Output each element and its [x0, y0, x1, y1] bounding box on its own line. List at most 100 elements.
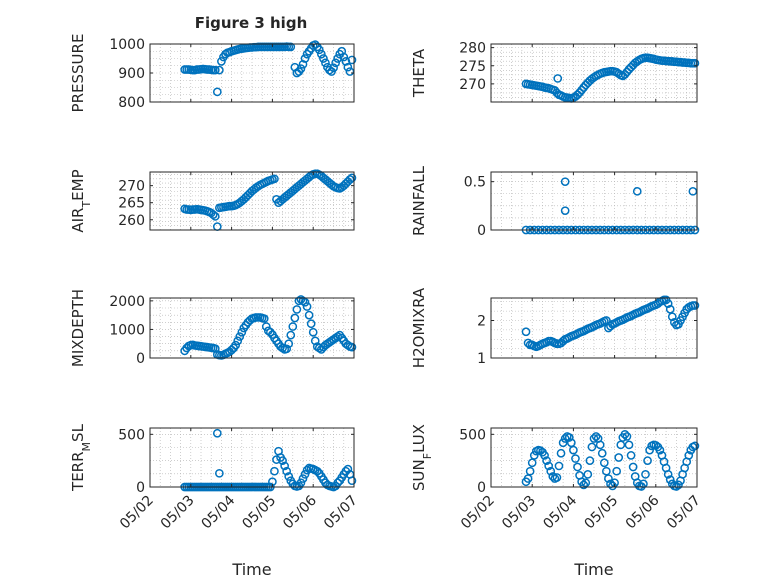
y-tick-label: 0: [477, 480, 486, 496]
data-point: [552, 473, 562, 482]
data-point: [215, 468, 224, 478]
subplot-mixdepth: 0 1000 2000 MIXDEPTH: [69, 289, 357, 367]
figure-title: Figure 3 high: [195, 14, 308, 32]
data-point: [282, 466, 292, 476]
y-tick-label: 500: [118, 427, 145, 443]
axes-frame: [149, 297, 355, 359]
data-point: [589, 434, 599, 443]
data-point: [298, 474, 308, 483]
data-point: [329, 63, 338, 73]
subplot-rainfall: 0 0.5 RAINFALL: [410, 165, 700, 239]
x-tick-label: 05/05: [582, 493, 622, 533]
data-point: [237, 327, 247, 337]
y-tick-label: 0: [136, 480, 145, 496]
data-point: [231, 340, 241, 350]
axes-background: [491, 172, 697, 230]
data-point: [321, 58, 330, 68]
data-point: [624, 440, 634, 450]
data-point: [581, 478, 591, 488]
x-tick-label: 05/03: [158, 493, 198, 533]
data-point: [554, 461, 564, 471]
data-point: [339, 52, 349, 62]
subplot-theta: 270 275 280 THETA: [410, 41, 700, 103]
x-axis-label: Time: [573, 560, 613, 579]
data-point: [347, 55, 357, 65]
data-point: [560, 177, 570, 187]
data-point: [585, 456, 595, 466]
y-tick-label: 2: [477, 314, 486, 330]
x-tick-label: 05/02: [117, 493, 157, 533]
data-point: [525, 466, 535, 476]
data-point: [331, 58, 340, 68]
data-point: [663, 299, 673, 308]
data-point: [558, 438, 568, 448]
data-point: [602, 316, 611, 325]
data-point: [215, 65, 224, 75]
y-tick-label: 280: [459, 41, 486, 57]
data-point: [333, 54, 343, 63]
data-point: [298, 296, 308, 306]
data-point: [575, 88, 584, 97]
y-tick-label: 260: [118, 213, 145, 229]
series-markers: [180, 169, 357, 231]
series-markers: [180, 295, 357, 360]
y-tick-label: 270: [118, 179, 145, 195]
data-point: [300, 54, 310, 63]
data-point: [665, 475, 675, 484]
y-tick-label: 800: [118, 95, 145, 111]
data-point: [343, 62, 353, 72]
y-axis-label: H2OMIXRA: [410, 287, 428, 368]
data-point: [347, 476, 357, 486]
data-point: [333, 332, 343, 341]
y-tick-label: 1000: [109, 37, 145, 53]
data-point: [544, 461, 554, 471]
data-point: [591, 432, 601, 441]
data-point: [304, 310, 314, 320]
x-axis-label: Time: [231, 560, 271, 579]
data-point: [302, 302, 312, 311]
data-point: [564, 433, 574, 442]
data-point: [294, 296, 304, 306]
data-point: [333, 478, 343, 488]
y-axis-label: MIXDEPTH: [69, 289, 87, 367]
axes-frame: [490, 297, 698, 359]
data-point: [233, 336, 243, 346]
data-point: [308, 327, 318, 337]
data-point: [632, 186, 642, 196]
series-markers: [521, 429, 700, 491]
data-point: [286, 330, 296, 340]
y-axis-label: PRESSURE: [69, 34, 87, 113]
data-point: [599, 458, 609, 468]
data-point: [347, 173, 357, 183]
data-point: [688, 186, 698, 196]
data-point: [614, 453, 624, 462]
data-point: [622, 432, 632, 441]
data-point: [290, 313, 300, 323]
data-point: [312, 466, 322, 476]
data-point: [208, 210, 218, 219]
series-markers: [521, 295, 700, 352]
data-point: [296, 478, 306, 488]
x-tick-label: 05/06: [623, 492, 663, 532]
data-point: [261, 322, 271, 331]
data-point: [663, 470, 673, 479]
y-tick-label: 270: [459, 77, 486, 93]
data-point: [341, 57, 351, 66]
y-tick-label: 500: [459, 427, 486, 443]
data-point: [573, 462, 582, 472]
data-point: [212, 87, 222, 97]
data-point: [690, 58, 700, 68]
data-point: [579, 480, 589, 490]
subplot-sun-flux: 05/02 05/03 05/04 05/05 05/06 05/07 0 500 SUNFLU…: [410, 424, 704, 579]
data-point: [292, 305, 302, 314]
subplot-h2omixra: 1 2 H2OMIXRA: [410, 287, 700, 368]
data-point: [280, 461, 289, 471]
data-point: [270, 466, 279, 476]
y-axis-label: AIRTEMP: [69, 169, 93, 232]
data-point: [284, 472, 294, 481]
data-point: [343, 340, 353, 350]
data-point: [628, 462, 638, 472]
x-tick-label: 05/06: [280, 492, 320, 532]
